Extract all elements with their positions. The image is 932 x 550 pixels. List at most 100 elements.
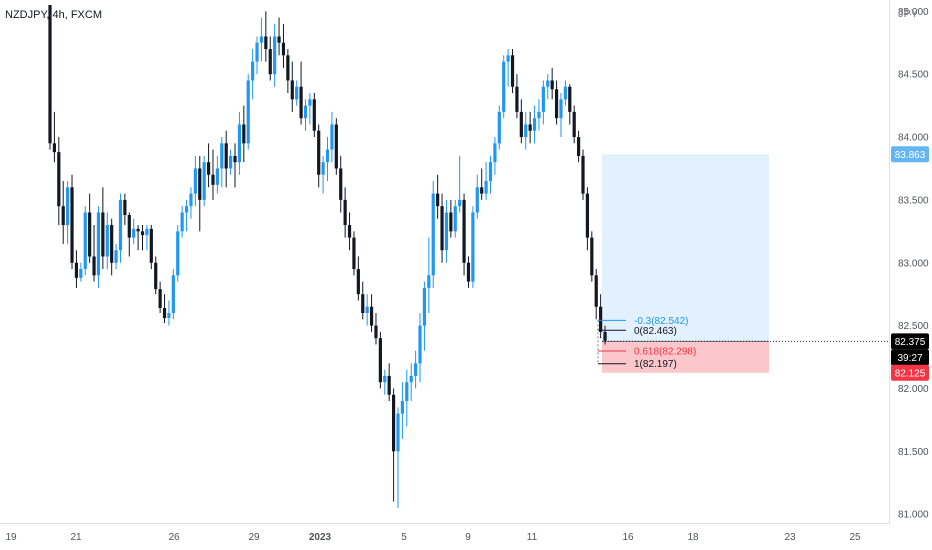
- candle-body: [532, 118, 537, 131]
- candle-body: [365, 306, 369, 314]
- candle-body: [361, 294, 365, 314]
- profit-zone[interactable]: [602, 154, 769, 342]
- candle-body: [444, 212, 449, 251]
- candle: [74, 250, 79, 288]
- candle: [519, 99, 523, 144]
- candle-body: [118, 199, 123, 251]
- bar-countdown-tag: 39:27: [891, 349, 929, 366]
- target-price-tag-bg: [891, 146, 929, 163]
- candle-body: [149, 228, 153, 263]
- candle-body: [541, 86, 545, 112]
- candle: [422, 281, 427, 351]
- candle: [528, 111, 532, 144]
- candle: [66, 181, 70, 244]
- candle: [277, 17, 281, 56]
- fib-levels[interactable]: -0.3(82.542)0(82.463) 0.618(82.298)1(82.1…: [597, 316, 696, 370]
- candle: [466, 256, 471, 288]
- candle: [594, 269, 598, 320]
- candle: [396, 407, 400, 508]
- loss-zone[interactable]: [602, 341, 769, 373]
- currency-label: JPY: [898, 8, 919, 20]
- candle: [286, 49, 290, 94]
- price-tick-label: 83.000: [898, 258, 929, 269]
- candle-body: [308, 99, 312, 106]
- price-axis[interactable]: 85.000 84.500 84.000 83.500 83.000 82.500 82.0…: [898, 7, 929, 521]
- candle-body: [383, 375, 387, 383]
- candle-body: [48, 5, 52, 144]
- candle-body: [352, 237, 356, 270]
- candle: [383, 369, 387, 395]
- time-axis[interactable]: 19 21 26 29 2023 5 9 11 16 18 23 25: [5, 532, 861, 543]
- candle-body: [546, 80, 550, 87]
- position-tool[interactable]: [602, 154, 889, 373]
- candle: [590, 231, 594, 282]
- candle: [229, 149, 233, 175]
- fib-level-label: -0.3(82.542): [634, 316, 688, 327]
- candle: [563, 80, 567, 106]
- candle: [145, 225, 149, 251]
- candle: [568, 84, 572, 125]
- candle: [444, 199, 449, 263]
- candle: [488, 155, 493, 194]
- candle: [458, 155, 462, 213]
- candle-body: [528, 124, 532, 131]
- candle-body: [52, 143, 57, 153]
- candle: [83, 206, 87, 276]
- candle: [92, 225, 96, 282]
- candle: [537, 99, 541, 131]
- candle-body: [224, 143, 228, 169]
- candle-body: [585, 193, 590, 238]
- candle: [334, 118, 338, 175]
- candle-body: [347, 225, 352, 238]
- symbol-title[interactable]: NZDJPY, 4h, FXCM: [5, 9, 102, 21]
- price-tick-label: 82.500: [898, 321, 929, 332]
- stop-price-tag: 82.125: [891, 364, 929, 381]
- candle: [554, 80, 559, 125]
- candle-body: [594, 275, 598, 307]
- fib-level-label: 0(82.463): [634, 326, 677, 337]
- current-price-tag: 82.375: [891, 333, 929, 350]
- candle: [206, 143, 211, 188]
- candle: [114, 243, 118, 270]
- candle: [290, 61, 294, 112]
- price-tick-label: 85.000: [898, 7, 929, 18]
- candle: [493, 137, 497, 175]
- candle-body: [189, 193, 193, 207]
- time-tick-label: 29: [248, 532, 260, 543]
- candle-body: [66, 187, 70, 226]
- candle: [502, 55, 506, 119]
- candle: [61, 181, 65, 244]
- candle-body: [290, 80, 294, 100]
- candle-body: [422, 287, 427, 326]
- candle-body: [132, 228, 136, 238]
- candle-body: [581, 155, 585, 194]
- time-tick-label: 2023: [309, 532, 332, 543]
- candle: [110, 218, 114, 276]
- candle-body: [220, 143, 224, 169]
- candle-body: [462, 199, 466, 263]
- candle: [242, 105, 246, 163]
- candle-body: [458, 199, 462, 207]
- candle: [52, 111, 57, 163]
- candle: [440, 193, 444, 263]
- candle-body: [387, 375, 391, 395]
- candle: [96, 206, 101, 288]
- candle: [233, 143, 237, 188]
- candle-body: [603, 331, 607, 341]
- candle-body: [70, 187, 74, 263]
- bar-countdown-tag-text: 39:27: [897, 353, 922, 364]
- candle-body: [211, 174, 215, 185]
- candle: [273, 23, 277, 87]
- candle-body: [493, 143, 497, 163]
- candle: [321, 155, 325, 194]
- candle-body: [515, 86, 519, 112]
- candle-body: [453, 206, 457, 232]
- candle: [510, 49, 515, 94]
- candle-body: [396, 413, 400, 452]
- candle: [484, 162, 488, 200]
- candle: [184, 199, 189, 232]
- candle-body: [176, 231, 180, 276]
- candle: [585, 187, 590, 251]
